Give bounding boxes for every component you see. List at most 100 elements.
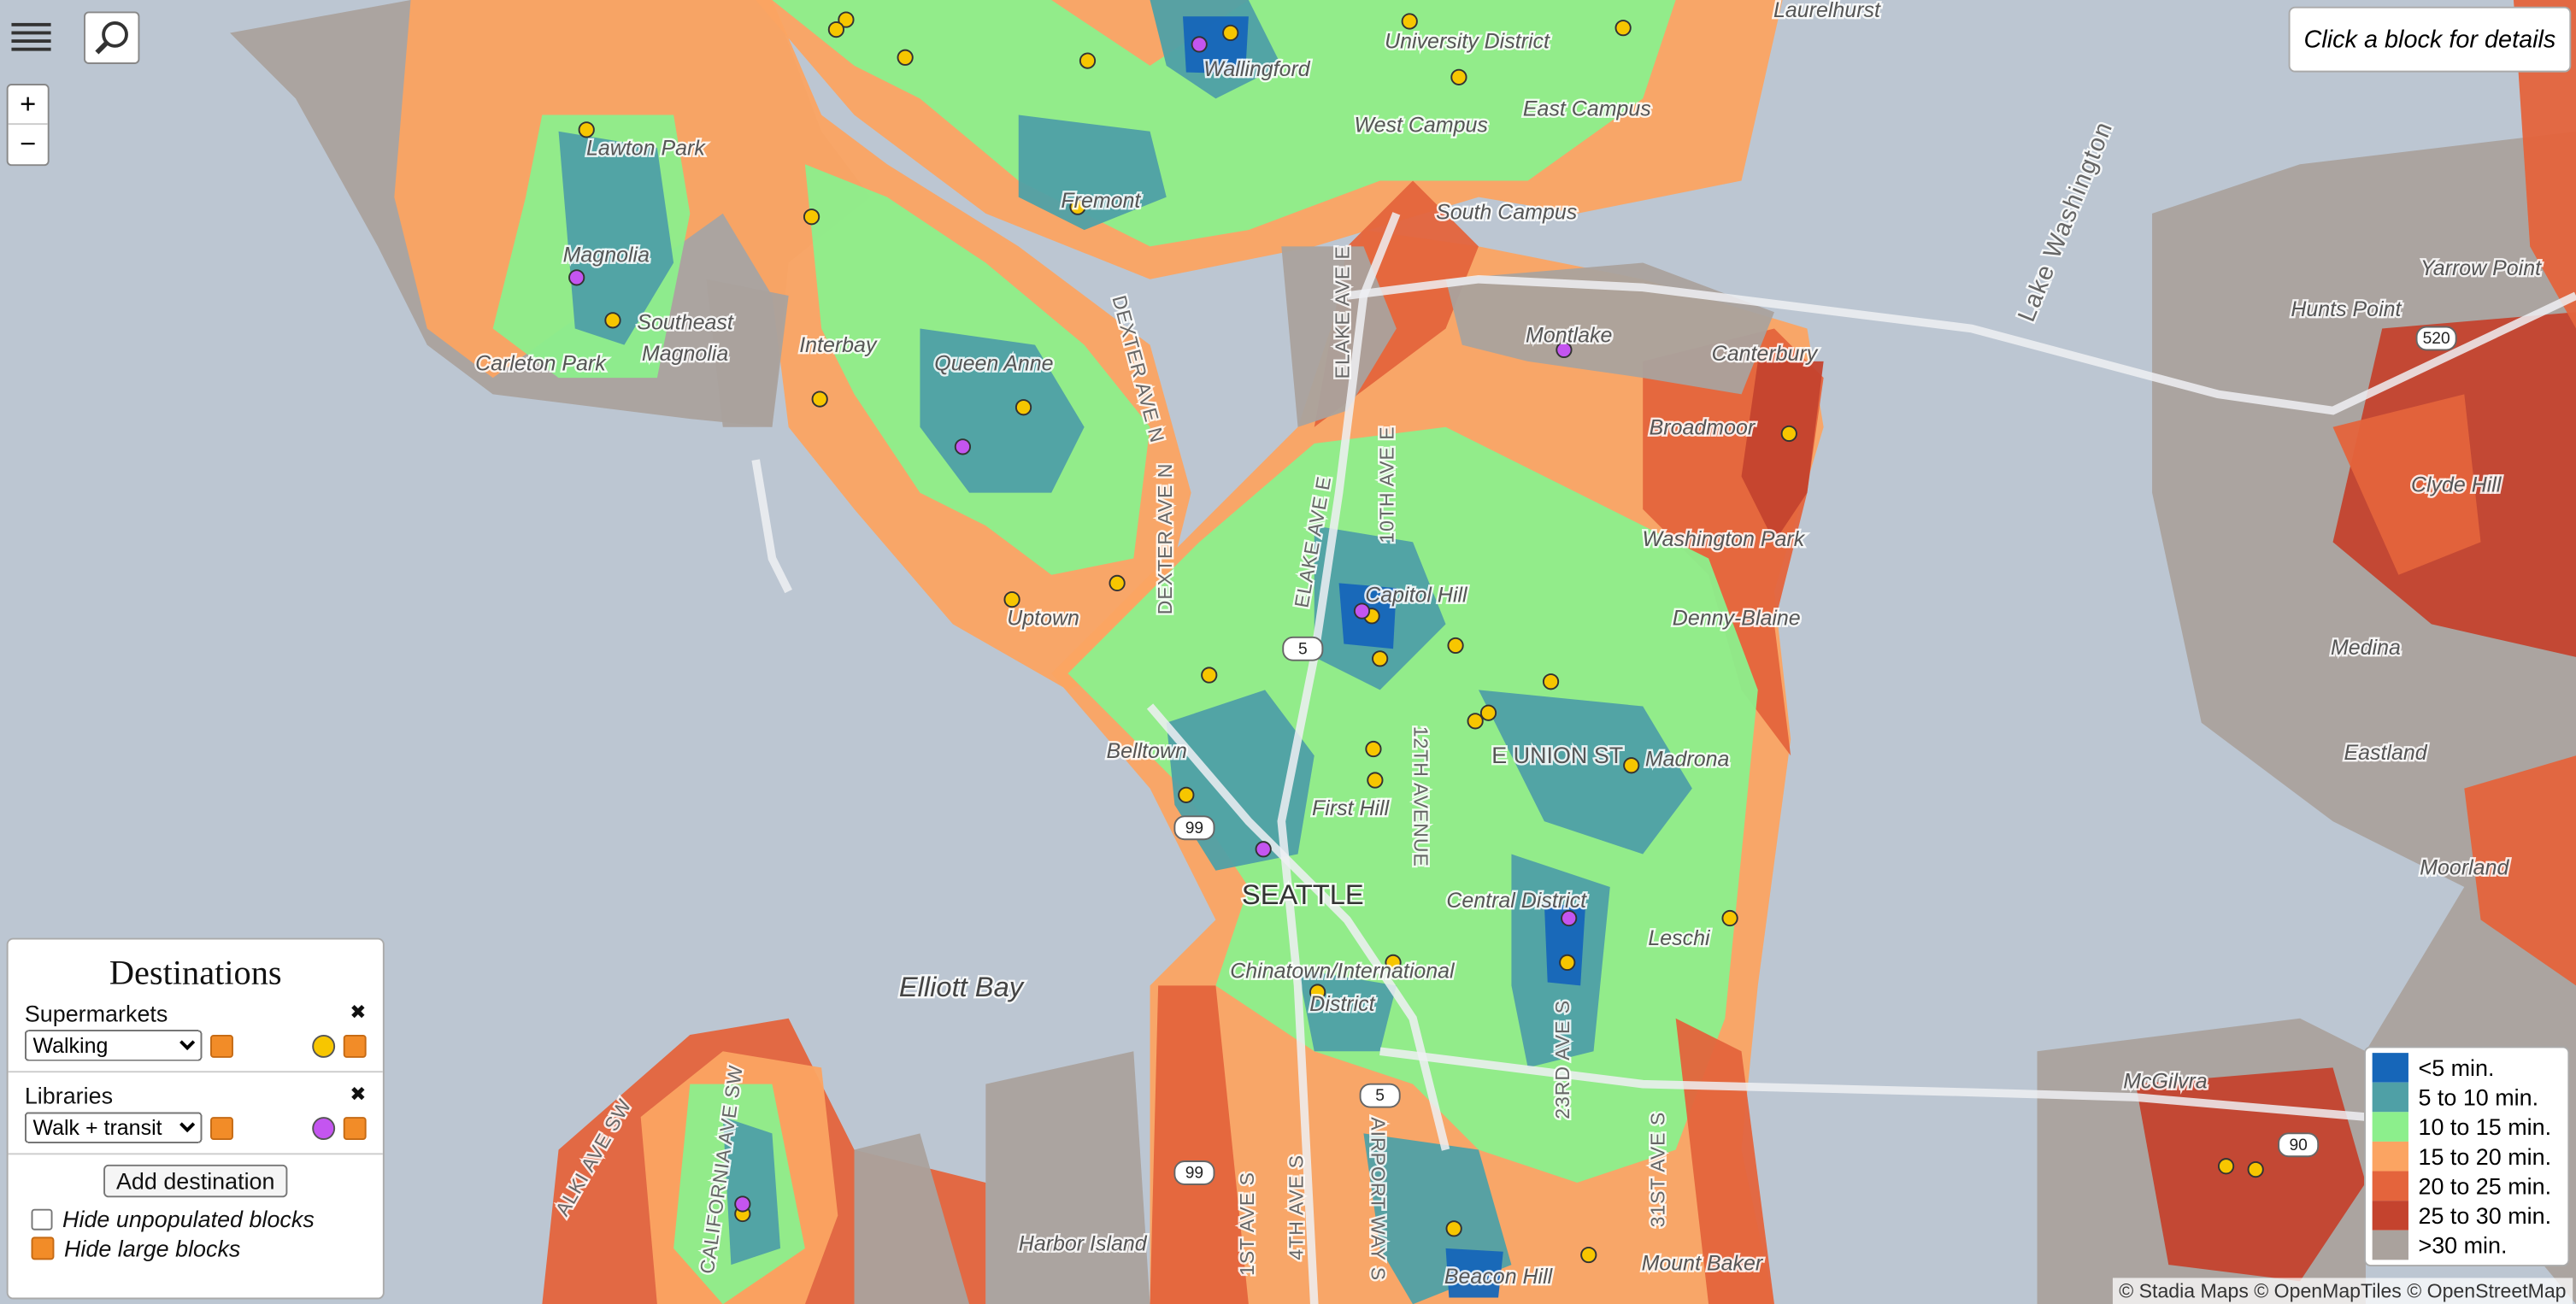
place-label: Chinatown/International <box>1230 960 1456 984</box>
option-checkbox[interactable] <box>31 1207 53 1230</box>
map-area <box>706 279 789 427</box>
supermarket-dot <box>1367 772 1384 789</box>
legend-item: 25 to 30 min. <box>2372 1201 2568 1231</box>
mode-checkbox[interactable] <box>210 1116 233 1140</box>
place-label: Elliott Bay <box>899 971 1025 1002</box>
legend-label: 10 to 15 min. <box>2418 1113 2552 1141</box>
color-checkbox[interactable] <box>343 1034 367 1057</box>
remove-destination[interactable]: ✖ <box>350 1000 367 1024</box>
place-label: Denny-Blaine <box>1673 606 1801 630</box>
supermarket-dot <box>1479 704 1497 721</box>
mode-checkbox[interactable] <box>210 1034 233 1057</box>
place-label: Montlake <box>1526 324 1612 348</box>
supermarket-dot <box>1559 954 1576 972</box>
map-area <box>1675 1018 1774 1304</box>
destination: Supermarkets ✖ Walking <box>8 1000 383 1073</box>
panel-title: Destinations <box>109 952 282 993</box>
library-dot <box>1353 602 1371 620</box>
road-shield: 5 <box>1282 636 1324 661</box>
option-checkbox[interactable] <box>31 1236 55 1260</box>
place-label: SEATTLE <box>1242 878 1364 910</box>
library-dot <box>954 438 972 455</box>
menu-button[interactable] <box>7 15 56 57</box>
map-area <box>2464 755 2576 986</box>
destinations-panel: Destinations Supermarkets ✖ Walking Librari… <box>6 937 385 1300</box>
supermarket-dot <box>1222 24 1239 42</box>
map-area <box>558 131 674 345</box>
shield-label: 520 <box>2423 330 2450 348</box>
shield-bg <box>1359 1083 1401 1108</box>
map-area <box>985 1051 1150 1304</box>
place-label: Laurelhurst <box>1773 0 1881 22</box>
destination-name: Libraries <box>24 1082 114 1109</box>
attribution: © Stadia Maps © OpenMapTiles © OpenStree… <box>2112 1278 2573 1304</box>
shield-bg <box>2278 1132 2320 1158</box>
place-label: 10TH AVE E <box>1375 426 1397 543</box>
zoom-out[interactable]: − <box>20 127 37 160</box>
legend-swatch <box>2372 1112 2408 1142</box>
place-label: Uptown <box>1007 606 1079 630</box>
legend-swatch <box>2372 1230 2408 1260</box>
shield-label: 5 <box>1298 640 1308 658</box>
supermarket-dot <box>838 11 855 28</box>
road-shield: 90 <box>2278 1132 2320 1158</box>
legend-swatch <box>2372 1082 2408 1113</box>
place-label: Broadmoor <box>1650 415 1756 439</box>
legend-swatch <box>2372 1201 2408 1231</box>
place-label: Fremont <box>1061 189 1141 213</box>
supermarket-dot <box>604 312 621 329</box>
place-label: 31ST AVE S <box>1647 1112 1669 1228</box>
road-shield: 520 <box>2415 326 2457 351</box>
destination-header: Libraries ✖ <box>25 1083 367 1109</box>
option: Hide large blocks <box>9 1234 383 1264</box>
supermarket-dot <box>578 121 595 138</box>
place-label: Moorland <box>2420 855 2509 879</box>
supermarket-dot <box>1003 590 1020 608</box>
map-area <box>2332 394 2481 575</box>
supermarket-dot <box>1372 650 1389 667</box>
mode-select[interactable]: Walk + transit <box>24 1112 203 1143</box>
supermarket-dot <box>2247 1160 2264 1178</box>
road-shield: 99 <box>1173 815 1215 841</box>
place-label: South Campus <box>1436 200 1577 224</box>
place-label: Wallingford <box>1203 57 1311 81</box>
option-list: Hide unpopulated blocks Hide large blocks <box>9 1204 383 1263</box>
shield-bg <box>1173 815 1215 841</box>
library-dot <box>1561 909 1578 927</box>
supermarket-dot <box>1201 667 1218 684</box>
search-button[interactable] <box>84 11 140 64</box>
road <box>751 459 792 594</box>
supermarket-dot <box>1079 52 1097 69</box>
legend-item: 10 to 15 min. <box>2372 1112 2568 1142</box>
search-icon <box>95 21 128 55</box>
shield-bg <box>1173 1160 1215 1185</box>
place-label: Queen Anne <box>934 351 1053 375</box>
add-destination-button[interactable]: Add destination <box>103 1164 288 1198</box>
place-label: AIRPORT WAY S <box>1367 1117 1390 1281</box>
legend-item: >30 min. <box>2372 1230 2568 1260</box>
place-label: Interbay <box>799 333 878 357</box>
mode-select[interactable]: Walking <box>24 1030 203 1061</box>
supermarket-dot <box>1385 954 1402 972</box>
legend-item: 5 to 10 min. <box>2372 1082 2568 1113</box>
place-label: Capitol Hill <box>1365 583 1468 607</box>
remove-destination[interactable]: ✖ <box>350 1082 367 1106</box>
road-shield: 99 <box>1173 1160 1215 1185</box>
zoom-in[interactable]: + <box>8 85 48 126</box>
place-label: Beacon Hill <box>1444 1265 1554 1289</box>
supermarket-dot <box>1309 984 1326 1001</box>
supermarket-dot <box>897 49 914 66</box>
supermarket-dot <box>1445 1220 1462 1237</box>
place-label: Yarrow Point <box>2420 256 2542 280</box>
road <box>1346 274 2576 415</box>
destination-name: Supermarkets <box>24 1000 168 1027</box>
color-checkbox[interactable] <box>343 1116 367 1140</box>
legend-swatch <box>2372 1141 2408 1172</box>
supermarket-dot <box>827 21 845 38</box>
place-label: Hunts Point <box>2291 297 2402 321</box>
place-label: Magnolia <box>642 342 728 366</box>
road <box>1379 1047 2367 1121</box>
